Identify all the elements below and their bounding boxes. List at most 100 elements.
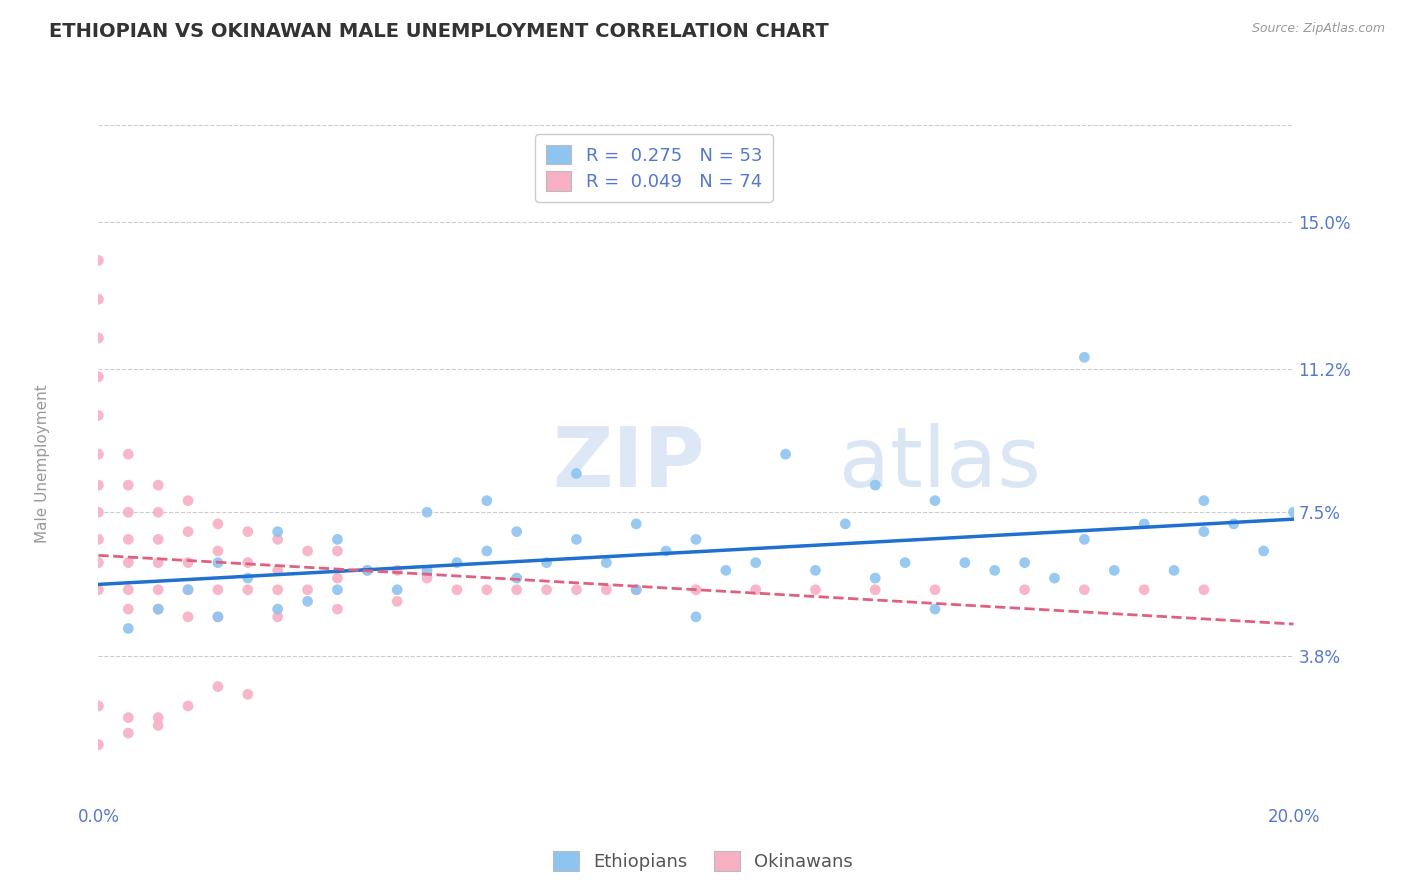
Point [416,563,439,577]
Point [177,698,200,713]
Point [416,571,439,585]
Point [834,516,856,531]
Point [685,610,707,624]
Point [565,533,588,547]
Point [475,544,498,558]
Point [1163,563,1185,577]
Point [326,571,349,585]
Point [87,556,110,570]
Point [267,524,290,539]
Point [148,710,170,724]
Point [1073,533,1095,547]
Point [148,602,170,616]
Point [297,582,319,597]
Point [924,582,946,597]
Point [506,524,529,539]
Point [117,622,139,636]
Point [1073,582,1095,597]
Text: ETHIOPIAN VS OKINAWAN MALE UNEMPLOYMENT CORRELATION CHART: ETHIOPIAN VS OKINAWAN MALE UNEMPLOYMENT … [49,22,830,41]
Point [148,478,170,492]
Point [475,582,498,597]
Point [385,594,409,608]
Point [326,544,349,558]
Point [685,582,707,597]
Point [326,602,349,616]
Point [297,544,319,558]
Point [1192,493,1215,508]
Point [87,478,110,492]
Point [207,544,229,558]
Point [1282,505,1305,519]
Point [177,582,200,597]
Point [953,556,976,570]
Point [624,516,647,531]
Point [745,556,768,570]
Point [1043,571,1066,585]
Point [148,533,170,547]
Point [117,478,139,492]
Point [87,409,110,423]
Point [236,582,259,597]
Point [148,556,170,570]
Point [894,556,917,570]
Point [1253,544,1275,558]
Point [117,505,139,519]
Point [1192,524,1215,539]
Point [267,582,290,597]
Point [117,556,139,570]
Point [207,556,229,570]
Point [983,563,1005,577]
Point [385,582,409,597]
Point [177,556,200,570]
Legend: Ethiopians, Okinawans: Ethiopians, Okinawans [546,844,860,879]
Point [506,571,529,585]
Point [565,467,588,481]
Point [446,556,468,570]
Point [117,710,139,724]
Point [1014,582,1036,597]
Point [1192,582,1215,597]
Point [356,563,378,577]
Point [148,602,170,616]
Point [506,582,529,597]
Point [87,738,110,752]
Point [865,571,887,585]
Point [117,582,139,597]
Point [446,582,468,597]
Point [236,687,259,701]
Point [87,582,110,597]
Point [207,516,229,531]
Point [416,505,439,519]
Point [148,718,170,732]
Point [714,563,737,577]
Point [1073,351,1095,365]
Point [207,680,229,694]
Point [87,331,110,345]
Point [117,447,139,461]
Point [267,610,290,624]
Point [87,698,110,713]
Text: ZIP: ZIP [553,424,704,504]
Point [177,524,200,539]
Point [1133,516,1156,531]
Point [865,582,887,597]
Point [356,563,378,577]
Point [177,493,200,508]
Point [924,602,946,616]
Point [536,582,558,597]
Point [117,602,139,616]
Point [87,447,110,461]
Point [87,533,110,547]
Point [536,556,558,570]
Point [267,563,290,577]
Legend: R =  0.275   N = 53, R =  0.049   N = 74: R = 0.275 N = 53, R = 0.049 N = 74 [536,134,773,202]
Point [117,726,139,740]
Point [775,447,797,461]
Point [148,582,170,597]
Point [236,556,259,570]
Point [475,493,498,508]
Point [1133,582,1156,597]
Point [326,533,349,547]
Point [236,524,259,539]
Point [804,563,827,577]
